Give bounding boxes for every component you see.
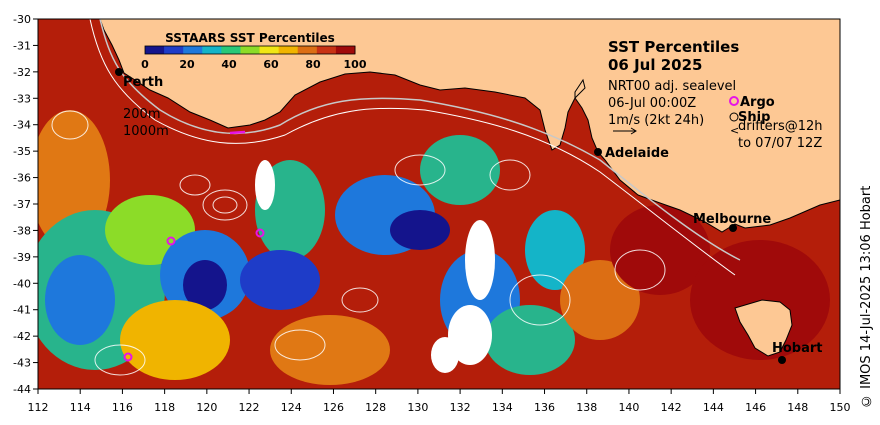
city-label-perth: Perth	[123, 75, 163, 90]
ship-legend-label: Ship	[738, 110, 770, 125]
colorbar-tick-label: 100	[344, 58, 367, 71]
drifter-track	[229, 130, 246, 135]
x-tick-label: 136	[534, 401, 555, 414]
depth-contour-1000m	[89, 19, 736, 276]
australia-land	[38, 19, 840, 233]
time-label: 06-Jul 00:00Z	[608, 96, 696, 111]
y-tick-label: -43	[13, 357, 31, 370]
colorbar-swatch	[316, 46, 337, 54]
map-plot-area	[38, 19, 840, 389]
melbourne-marker	[729, 224, 737, 232]
colorbar-swatch	[164, 46, 184, 54]
y-tick-label: -36	[13, 172, 31, 185]
drifters-label: drifters@12h	[738, 119, 823, 134]
colorbar-swatch	[240, 46, 261, 54]
copyright-credit: © IMOS 14-Jul-2025 13:06 Hobart	[859, 185, 874, 408]
x-tick-label: 122	[239, 401, 260, 414]
tasmania-land	[734, 299, 793, 357]
x-tick-label: 124	[281, 401, 302, 414]
map-title: SST Percentiles	[608, 38, 739, 56]
colorbar-swatch	[202, 46, 222, 54]
drifter-legend-icon: <	[730, 124, 739, 137]
depth-label-1000m: 1000m	[123, 124, 169, 139]
sealevel-label: NRT00 adj. sealevel	[608, 79, 736, 94]
x-tick-label: 146	[745, 401, 766, 414]
y-tick-label: -44	[13, 383, 31, 396]
y-tick-label: -32	[13, 66, 31, 79]
drifters-period-label: to 07/07 12Z	[738, 136, 822, 151]
x-tick-label: 128	[365, 401, 386, 414]
colorbar-tick-label: 0	[141, 58, 149, 71]
colorbar-swatch	[278, 46, 299, 54]
y-tick-label: -41	[13, 304, 31, 317]
argo-float-marker	[123, 352, 133, 362]
y-tick-label: -40	[13, 277, 31, 290]
perth-marker	[115, 68, 123, 76]
ship-legend-icon	[729, 112, 739, 122]
y-tick-label: -42	[13, 330, 31, 343]
argo-float-marker	[255, 228, 265, 238]
colorbar-tick-label: 40	[221, 58, 237, 71]
y-tick-label: -37	[13, 198, 31, 211]
x-tick-label: 118	[154, 401, 175, 414]
y-tick-label: -34	[13, 119, 31, 132]
city-label-melbourne: Melbourne	[693, 212, 771, 227]
eyre-peninsula-land	[574, 78, 586, 100]
colorbar-tick-label: 80	[305, 58, 321, 71]
colorbar-swatch	[145, 46, 165, 54]
y-tick-label: -31	[13, 39, 31, 52]
y-tick-label: -35	[13, 145, 31, 158]
colorbar-tick-label: 20	[179, 58, 195, 71]
x-tick-label: 144	[703, 401, 724, 414]
x-tick-label: 150	[830, 401, 851, 414]
x-tick-label: 120	[196, 401, 217, 414]
current-scale-label: 1m/s (2kt 24h)	[608, 113, 704, 128]
colorbar: SSTAARS SST Percentiles 0 20 40 60 80 100	[141, 31, 367, 71]
city-label-hobart: Hobart	[772, 341, 823, 356]
y-tick-label: -33	[13, 92, 31, 105]
colorbar-swatch	[183, 46, 203, 54]
city-label-adelaide: Adelaide	[605, 146, 669, 161]
x-tick-label: 112	[28, 401, 49, 414]
argo-legend-icon	[729, 96, 739, 106]
colorbar-title: SSTAARS SST Percentiles	[165, 31, 335, 45]
x-tick-label: 138	[576, 401, 597, 414]
y-tick-label: -39	[13, 251, 31, 264]
x-tick-label: 130	[407, 401, 428, 414]
adelaide-marker	[594, 148, 602, 156]
sst-field	[38, 110, 830, 385]
y-tick-label: -38	[13, 224, 31, 237]
x-tick-label: 134	[492, 401, 513, 414]
argo-float-marker	[166, 236, 176, 246]
x-axis: 112 114 116 118 120 122 124 126 128 130 132 134 136 1…	[28, 389, 851, 414]
depth-label-200m: 200m	[123, 107, 160, 122]
depth-contour-200m	[99, 19, 741, 261]
x-tick-label: 140	[618, 401, 639, 414]
x-tick-label: 126	[323, 401, 344, 414]
argo-legend-label: Argo	[740, 95, 775, 110]
x-tick-label: 142	[661, 401, 682, 414]
x-tick-label: 116	[112, 401, 133, 414]
x-tick-label: 132	[450, 401, 471, 414]
colorbar-swatch	[221, 46, 241, 54]
colorbar-swatch	[297, 46, 318, 54]
colorbar-tick-label: 60	[263, 58, 279, 71]
x-tick-label: 114	[70, 401, 91, 414]
hobart-marker	[778, 356, 786, 364]
sealevel-contours	[51, 110, 666, 376]
colorbar-frame	[144, 45, 356, 55]
map-date: 06 Jul 2025	[608, 56, 702, 74]
colorbar-swatch	[259, 46, 280, 54]
x-tick-label: 148	[787, 401, 808, 414]
colorbar-swatch	[335, 46, 356, 54]
current-arrow-icon	[613, 127, 637, 135]
y-axis: -30 -31 -32 -33 -34 -35 -36 -37 -38 -39 -40 -41 -42 -…	[13, 13, 38, 396]
y-tick-label: -30	[13, 13, 31, 26]
